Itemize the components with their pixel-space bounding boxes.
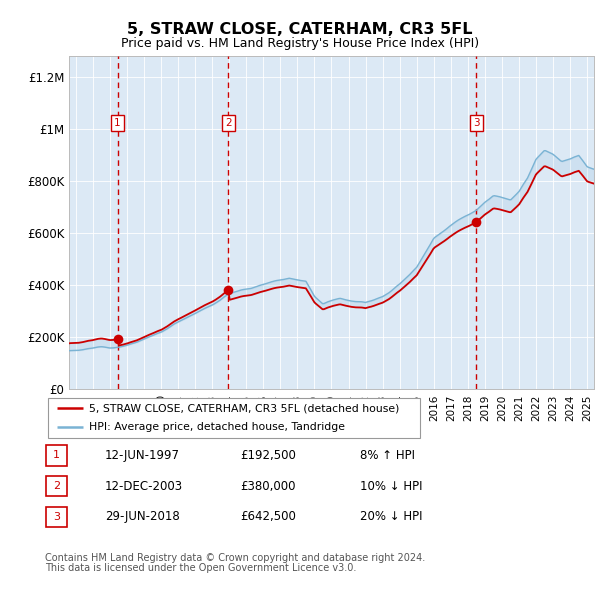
Text: 20% ↓ HPI: 20% ↓ HPI — [360, 510, 422, 523]
Text: 5, STRAW CLOSE, CATERHAM, CR3 5FL (detached house): 5, STRAW CLOSE, CATERHAM, CR3 5FL (detac… — [89, 404, 399, 414]
Text: 1: 1 — [53, 451, 60, 460]
Text: Contains HM Land Registry data © Crown copyright and database right 2024.: Contains HM Land Registry data © Crown c… — [45, 553, 425, 563]
Text: £380,000: £380,000 — [240, 480, 296, 493]
Text: 1: 1 — [114, 118, 121, 127]
Text: 2: 2 — [225, 118, 232, 127]
Text: 29-JUN-2018: 29-JUN-2018 — [105, 510, 180, 523]
FancyBboxPatch shape — [46, 445, 67, 466]
Text: 12-DEC-2003: 12-DEC-2003 — [105, 480, 183, 493]
Text: 5, STRAW CLOSE, CATERHAM, CR3 5FL: 5, STRAW CLOSE, CATERHAM, CR3 5FL — [127, 22, 473, 37]
Text: 10% ↓ HPI: 10% ↓ HPI — [360, 480, 422, 493]
Text: 3: 3 — [473, 118, 479, 127]
Text: This data is licensed under the Open Government Licence v3.0.: This data is licensed under the Open Gov… — [45, 563, 356, 573]
Text: £642,500: £642,500 — [240, 510, 296, 523]
Text: £192,500: £192,500 — [240, 449, 296, 462]
Text: 2: 2 — [53, 481, 60, 491]
Text: 8% ↑ HPI: 8% ↑ HPI — [360, 449, 415, 462]
Text: HPI: Average price, detached house, Tandridge: HPI: Average price, detached house, Tand… — [89, 422, 345, 432]
FancyBboxPatch shape — [46, 476, 67, 496]
Text: Price paid vs. HM Land Registry's House Price Index (HPI): Price paid vs. HM Land Registry's House … — [121, 37, 479, 50]
Text: 12-JUN-1997: 12-JUN-1997 — [105, 449, 180, 462]
Text: 3: 3 — [53, 512, 60, 522]
FancyBboxPatch shape — [48, 398, 420, 438]
FancyBboxPatch shape — [46, 507, 67, 527]
